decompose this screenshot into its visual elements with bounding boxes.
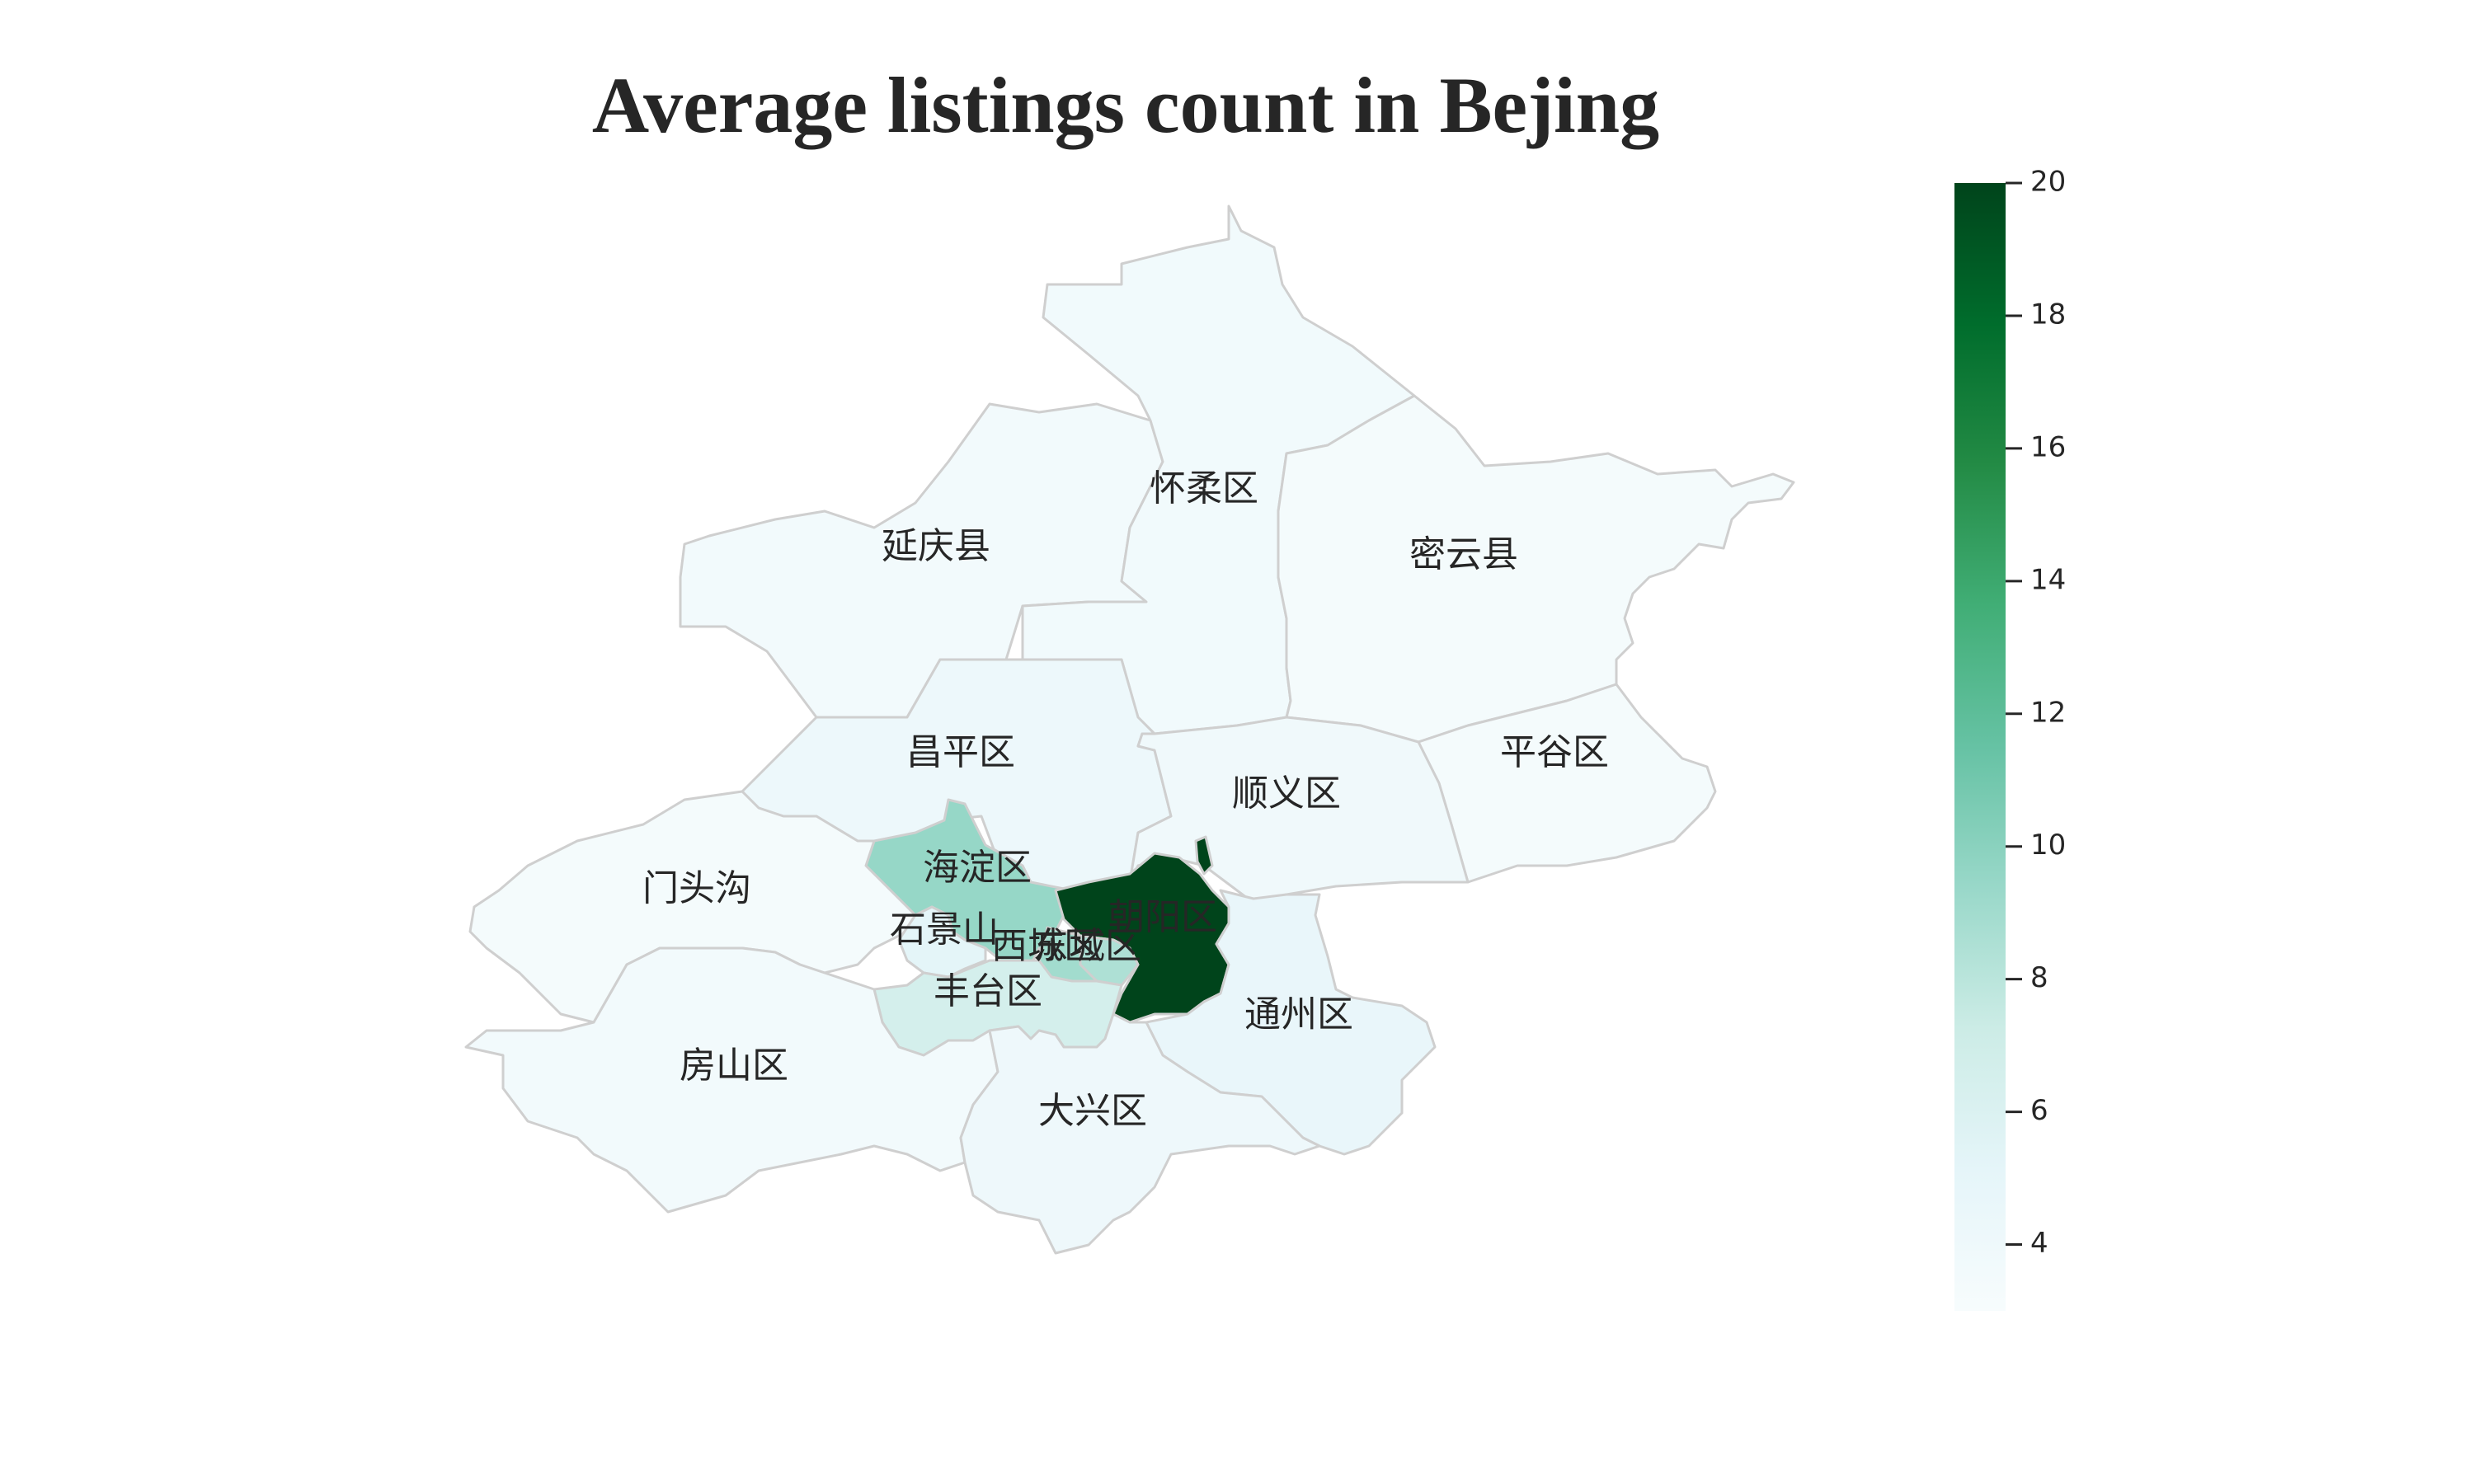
region-label-5: 顺义区 [1232, 773, 1341, 815]
region-label-2: 密云县 [1409, 533, 1518, 575]
region-label-1: 怀柔区 [1150, 467, 1258, 510]
region-label-14: 房山区 [680, 1045, 788, 1087]
colorbar-tick-label-8: 20 [2030, 166, 2066, 199]
region-8 [897, 905, 987, 979]
colorbar-tick-label-7: 18 [2030, 298, 2066, 331]
region-label-8: 石景山 [890, 909, 999, 951]
region-layer [464, 204, 1795, 1255]
region-label-11: 西城区 [991, 925, 1100, 967]
region-13 [1145, 889, 1437, 1156]
chart-title: Average listings count in Bejing [592, 61, 1659, 149]
colorbar-tick-label-3: 10 [2030, 829, 2066, 862]
colorbar: 4 6 8 10 12 14 16 18 20 [1954, 166, 2066, 1311]
colorbar-tick-label-5: 14 [2030, 563, 2066, 596]
colorbar-tick-label-2: 8 [2030, 961, 2048, 994]
region-label-15: 大兴区 [1038, 1090, 1147, 1132]
region-label-9: 朝阳区 [1108, 896, 1217, 938]
region-label-7: 门头沟 [642, 867, 751, 909]
region-label-12: 丰台区 [934, 970, 1042, 1012]
region-15 [959, 1012, 1321, 1255]
colorbar-tick-label-6: 16 [2030, 430, 2066, 463]
region-label-10: 东城区 [1032, 925, 1141, 967]
region-label-0: 延庆县 [882, 525, 990, 567]
colorbar-tick-label-1: 6 [2030, 1094, 2048, 1127]
colorbar-ticks: 4 6 8 10 12 14 16 18 20 [2006, 166, 2066, 1260]
region-enclave [1194, 835, 1214, 876]
region-14 [464, 946, 999, 1214]
colorbar-tick-label-4: 12 [2030, 696, 2066, 729]
region-2 [1277, 394, 1795, 744]
colorbar-tick-label-0: 4 [2030, 1227, 2048, 1260]
colorbar-gradient [1954, 183, 2006, 1311]
region-label-13: 通州区 [1244, 993, 1353, 1036]
region-label-4: 平谷区 [1500, 731, 1609, 773]
region-label-6: 海淀区 [923, 847, 1032, 889]
region-label-3: 昌平区 [906, 731, 1015, 773]
